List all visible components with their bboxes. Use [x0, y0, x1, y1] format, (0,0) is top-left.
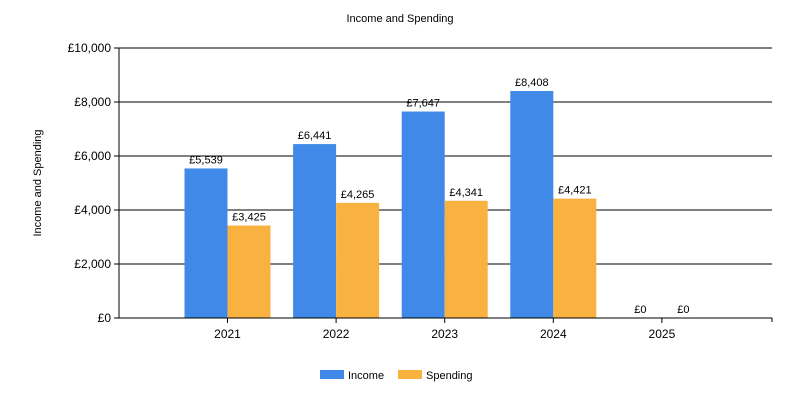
- y-tick-label: £8,000: [74, 95, 111, 109]
- legend: Income Spending: [320, 370, 473, 382]
- y-tick-label: £2,000: [74, 257, 111, 271]
- bar-income-2023: [401, 111, 445, 318]
- legend-swatch-income: [320, 370, 344, 379]
- bar-income-2024: [510, 90, 554, 318]
- data-label-income-2022: £6,441: [298, 130, 332, 142]
- x-tick-label: 2021: [214, 327, 241, 341]
- legend-label-spending: Spending: [426, 370, 473, 382]
- data-label-income-2021: £5,539: [189, 154, 223, 166]
- y-tick-label: £0: [98, 311, 112, 325]
- data-label-income-2025: £0: [634, 304, 646, 316]
- bar-spending-2021: [227, 225, 271, 318]
- bar-spending-2024: [553, 198, 597, 318]
- bar-spending-2023: [444, 200, 488, 318]
- x-tick-label: 2022: [323, 327, 350, 341]
- bar-income-2022: [293, 144, 337, 318]
- x-tick-label: 2023: [431, 327, 458, 341]
- bar-income-2021: [184, 168, 228, 318]
- legend-swatch-spending: [398, 370, 422, 379]
- chart-title: Income and Spending: [346, 13, 453, 25]
- x-tick-label: 2025: [649, 327, 676, 341]
- data-label-spending-2024: £4,421: [558, 185, 592, 197]
- data-label-income-2024: £8,408: [515, 77, 549, 89]
- data-label-income-2023: £7,647: [406, 98, 440, 110]
- data-label-spending-2021: £3,425: [232, 212, 266, 224]
- y-axis-title: Income and Spending: [32, 129, 44, 236]
- y-tick-label: £10,000: [68, 41, 112, 55]
- legend-label-income: Income: [348, 370, 384, 382]
- y-tick-label: £4,000: [74, 203, 111, 217]
- y-tick-label: £6,000: [74, 149, 111, 163]
- data-label-spending-2025: £0: [677, 304, 689, 316]
- data-label-spending-2023: £4,341: [449, 187, 483, 199]
- bar-spending-2022: [336, 202, 380, 318]
- x-tick-label: 2024: [540, 327, 567, 341]
- data-label-spending-2022: £4,265: [341, 189, 375, 201]
